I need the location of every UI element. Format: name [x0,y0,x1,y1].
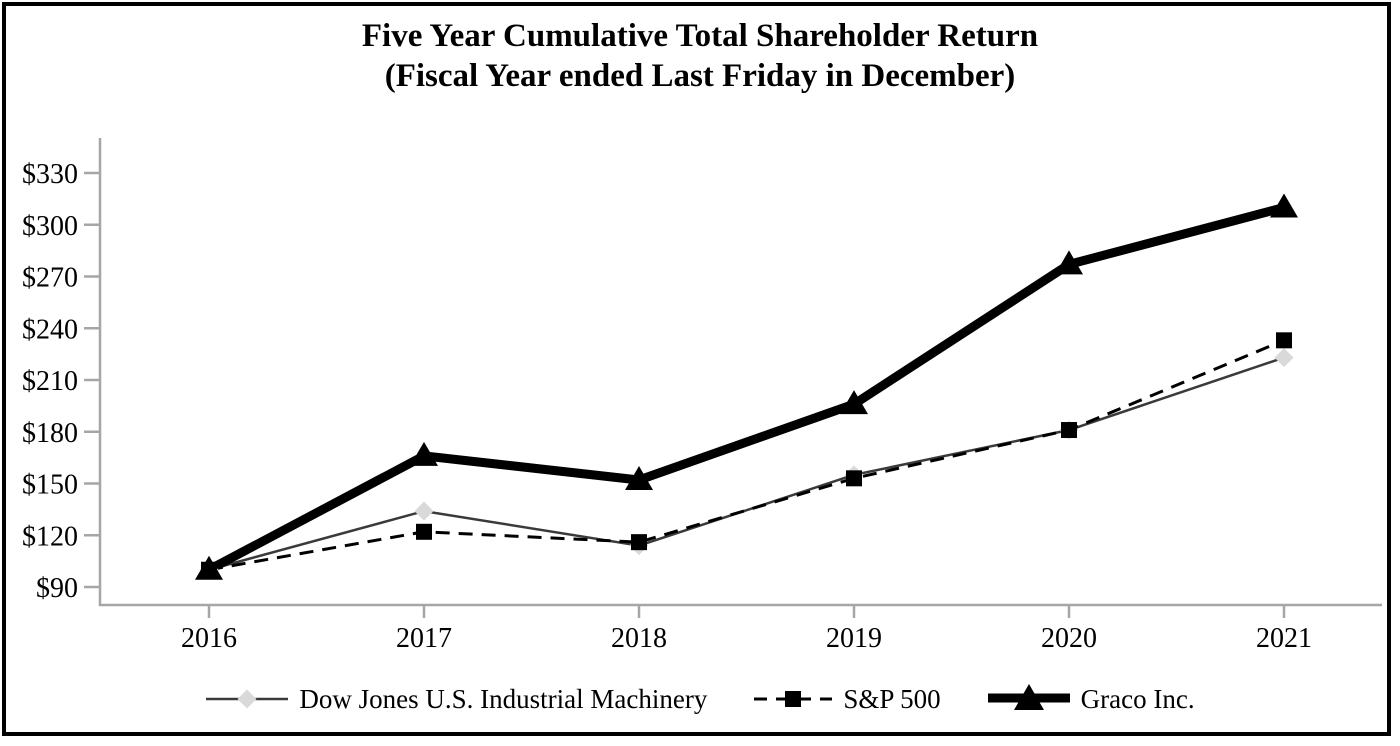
y-tick-label: $300 [22,211,78,242]
series-marker-2 [195,555,223,580]
y-tick-label: $120 [22,521,78,552]
series-marker-1 [1061,422,1077,439]
y-tick-label: $90 [36,573,78,604]
x-tick-label: 2018 [611,623,667,654]
y-tick-label: $180 [22,418,78,449]
series-line-1 [208,338,1285,572]
chart-title: Five Year Cumulative Total Shareholder R… [0,16,1400,96]
chart-frame [2,2,1391,736]
x-tick-label: 2016 [181,623,237,654]
series-marker-0 [414,501,434,521]
dow-jones-line-marker-icon [206,689,289,709]
series-marker-1 [416,523,432,540]
series-marker-2 [1270,193,1298,218]
legend-item-dow-jones: Dow Jones U.S. Industrial Machinery [205,682,707,716]
series-line-2 [206,203,1286,574]
y-tick-label: $330 [22,159,78,190]
series-line-0 [208,356,1285,571]
axis-lines [98,138,1382,607]
series-marker-0 [1274,348,1294,368]
y-tick-label: $270 [22,263,78,294]
legend-label-dow-jones: Dow Jones U.S. Industrial Machinery [299,683,708,714]
legend-item-graco: Graco Inc. [987,681,1195,717]
series-marker-2 [410,441,438,466]
series-marker-2 [840,390,868,415]
series-marker-1 [1276,332,1292,349]
series-marker-2 [625,466,653,491]
chart-title-line1: Five Year Cumulative Total Shareholder R… [361,18,1039,54]
x-tick-label: 2021 [1256,623,1312,654]
chart-title-line2: (Fiscal Year ended Last Friday in Decemb… [384,58,1016,94]
y-tick-label: $150 [22,470,78,501]
x-tick-label: 2017 [396,623,452,654]
y-tick-label: $240 [22,314,78,345]
legend-item-sp500: S&P 500 [753,682,941,716]
series-marker-1 [631,534,647,551]
legend-label-graco: Graco Inc. [1080,683,1195,714]
graco-line-marker-icon [987,684,1070,710]
series-marker-2 [1055,250,1083,275]
legend: Dow Jones U.S. Industrial Machinery S&P … [0,681,1400,717]
x-tick-label: 2019 [826,623,882,654]
x-tick-label: 2020 [1041,623,1097,654]
y-tick-label: $210 [22,366,78,397]
series-marker-1 [846,470,862,487]
sp500-line-marker-icon [754,691,833,707]
legend-label-sp500: S&P 500 [843,683,941,714]
